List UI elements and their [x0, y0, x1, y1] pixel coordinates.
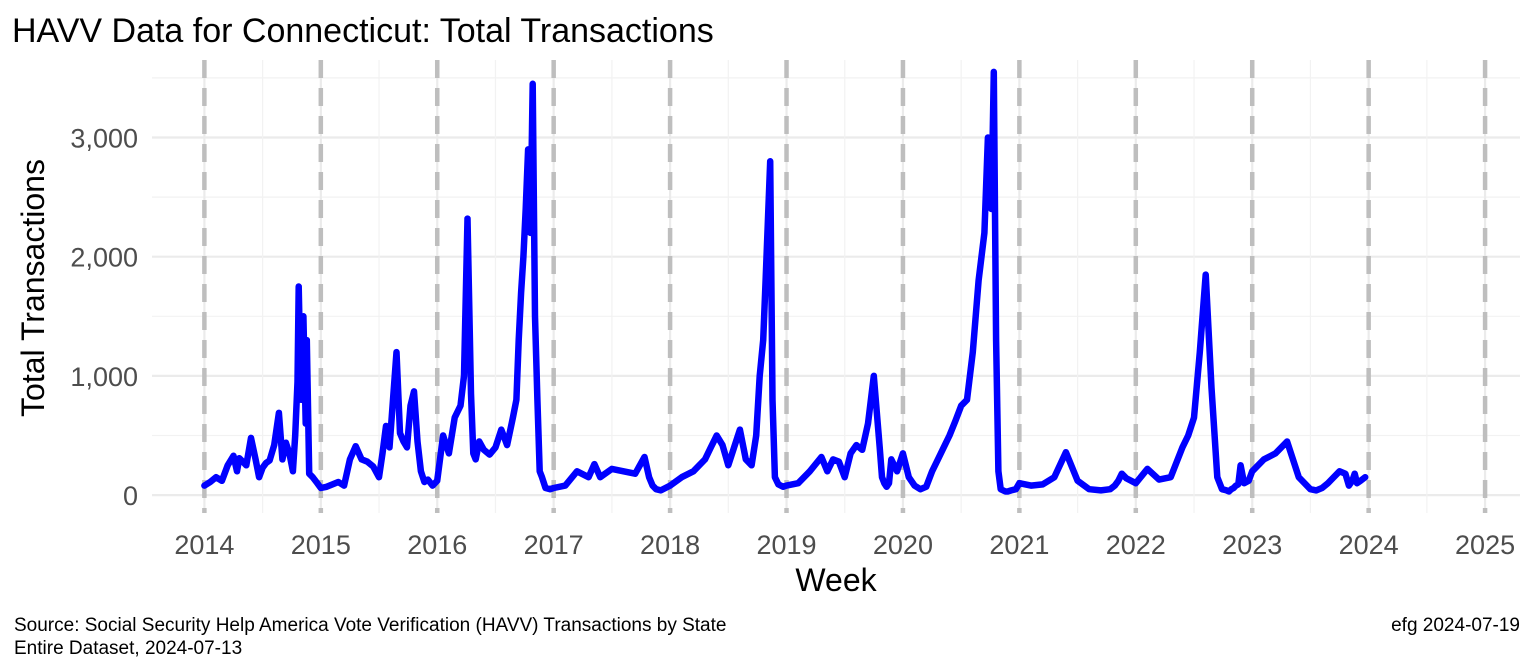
x-tick-label: 2018 [640, 530, 700, 560]
x-tick-label: 2023 [1222, 530, 1282, 560]
x-tick-label: 2015 [291, 530, 351, 560]
source-caption: Source: Social Security Help America Vot… [14, 615, 726, 636]
y-tick-label: 0 [123, 481, 138, 511]
y-tick-label: 3,000 [70, 123, 138, 153]
credit-caption: efg 2024-07-19 [1391, 615, 1520, 636]
x-tick-label: 2021 [989, 530, 1049, 560]
chart-title: HAVV Data for Connecticut: Total Transac… [12, 12, 714, 50]
year-divider-layer [202, 60, 1488, 513]
series-line [201, 68, 1369, 495]
x-tick-label: 2022 [1106, 530, 1166, 560]
dataset-caption: Entire Dataset, 2024-07-13 [14, 638, 242, 659]
x-tick-label: 2024 [1339, 530, 1399, 560]
x-tick-label: 2017 [524, 530, 584, 560]
y-tick-label: 1,000 [70, 362, 138, 392]
series-layer [201, 68, 1369, 495]
x-tick-label: 2025 [1455, 530, 1515, 560]
x-tick-label: 2016 [407, 530, 467, 560]
x-tick-label: 2019 [756, 530, 816, 560]
y-tick-label: 2,000 [70, 243, 138, 273]
x-tick-label: 2014 [174, 530, 234, 560]
y-axis-title: Total Transactions [15, 159, 51, 417]
x-tick-label: 2020 [873, 530, 933, 560]
tick-label-layer: 0 1,000 2,000 3,000 2014 2015 2016 2017 2018 2019… [70, 123, 1515, 560]
x-axis-title: Week [795, 562, 877, 598]
